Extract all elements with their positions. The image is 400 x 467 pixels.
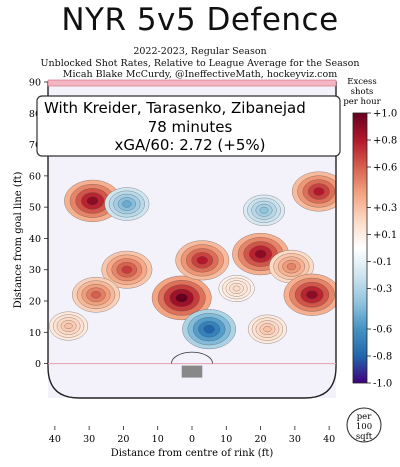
chart-subtitle-credit: Micah Blake McCurdy, @IneffectiveMath, h… bbox=[62, 69, 338, 80]
heatmap-cell bbox=[306, 290, 318, 300]
heatmap-cell bbox=[64, 322, 73, 330]
heatmap-cell bbox=[175, 293, 188, 303]
colorbar-title-1: Excess bbox=[347, 77, 377, 87]
colorbar: Excess shots per hour +1.0 +0.8 +0.6 +0.3 +0… bbox=[343, 77, 397, 390]
colorbar-tick-label: -0.1 bbox=[373, 257, 392, 268]
colorbar-tick-label: +0.1 bbox=[373, 230, 397, 241]
blue-line bbox=[47, 79, 337, 87]
chart-subtitle-season: 2022-2023, Regular Season bbox=[133, 46, 267, 57]
chart-title: NYR 5v5 Defence bbox=[61, 2, 339, 38]
colorbar-title-2: shots bbox=[351, 87, 374, 97]
heatmap-cell bbox=[259, 206, 269, 214]
colorbar-tick-label: -0.3 bbox=[373, 284, 392, 295]
y-tick-label: 30 bbox=[29, 265, 41, 276]
info-line-minutes: 78 minutes bbox=[148, 118, 233, 136]
colorbar-tick-label: +1.0 bbox=[373, 109, 397, 120]
colorbar-tick-label: -0.8 bbox=[373, 352, 392, 363]
heatmap-cell bbox=[232, 285, 241, 292]
y-tick-label: 20 bbox=[29, 297, 41, 308]
heatmap-cell bbox=[196, 256, 208, 265]
x-tick-label: 0 bbox=[189, 434, 195, 445]
heatmap-cell bbox=[91, 291, 101, 299]
heatmap-cell bbox=[313, 187, 325, 196]
colorbar-tick-label: +0.8 bbox=[373, 136, 397, 147]
colorbar-bar bbox=[352, 112, 368, 384]
y-tick-label: 50 bbox=[29, 203, 41, 214]
x-tick-label: 20 bbox=[117, 434, 129, 445]
chart-subtitle-description: Unblocked Shot Rates, Relative to League… bbox=[40, 58, 360, 69]
colorbar-tick-label: -1.0 bbox=[373, 379, 392, 390]
y-tick-label: 70 bbox=[29, 140, 41, 151]
heatmap-cell bbox=[286, 263, 297, 271]
info-box: With Kreider, Tarasenko, Zibanejad 78 mi… bbox=[36, 95, 341, 157]
unit-badge-line1: per bbox=[357, 412, 372, 422]
colorbar-tick-label: -0.6 bbox=[373, 325, 392, 336]
y-tick-label: 80 bbox=[29, 109, 41, 120]
y-tick-label: 0 bbox=[35, 359, 41, 370]
colorbar-tick-label: +0.3 bbox=[373, 203, 397, 214]
heatmap-cell bbox=[203, 325, 215, 334]
x-tick-label: 40 bbox=[323, 434, 335, 445]
x-axis-label: Distance from centre of rink (ft) bbox=[111, 448, 274, 459]
unit-badge: per 100 sqft bbox=[346, 407, 382, 443]
x-tick-label: 30 bbox=[289, 434, 301, 445]
x-tick-label: 40 bbox=[49, 434, 61, 445]
y-tick-label: 60 bbox=[29, 171, 41, 182]
y-axis-label: Distance from goal line (ft) bbox=[13, 171, 24, 308]
info-line-players: With Kreider, Tarasenko, Zibanejad bbox=[44, 99, 306, 117]
rink-boards bbox=[47, 81, 337, 399]
x-tick-label: 10 bbox=[220, 434, 232, 445]
heatmap-blobs bbox=[49, 171, 336, 350]
info-box-frame bbox=[36, 95, 341, 157]
goal-crease bbox=[171, 351, 213, 364]
y-tick-label: 40 bbox=[29, 234, 41, 245]
unit-badge-line2: 100 bbox=[356, 422, 372, 432]
info-line-xga: xGA/60: 2.72 (+5%) bbox=[115, 136, 266, 154]
unit-badge-line3: sqft bbox=[356, 432, 373, 442]
y-tick-label: 90 bbox=[29, 78, 41, 89]
x-tick-label: 30 bbox=[83, 434, 95, 445]
heatmap-cell bbox=[121, 265, 133, 274]
x-tick-label: 20 bbox=[255, 434, 267, 445]
y-tick-label: 10 bbox=[29, 328, 41, 339]
rink-outline bbox=[47, 79, 337, 399]
heatmap-cell bbox=[86, 196, 99, 206]
colorbar-title-3: per hour bbox=[343, 97, 381, 107]
heatmap-cell bbox=[263, 326, 272, 333]
goal-net bbox=[181, 365, 203, 378]
x-tick-label: 10 bbox=[152, 434, 164, 445]
heatmap-cell bbox=[122, 200, 132, 208]
unit-badge-circle bbox=[346, 407, 382, 443]
colorbar-tick-label: +0.6 bbox=[373, 163, 397, 174]
heatmap-cell bbox=[254, 249, 267, 259]
